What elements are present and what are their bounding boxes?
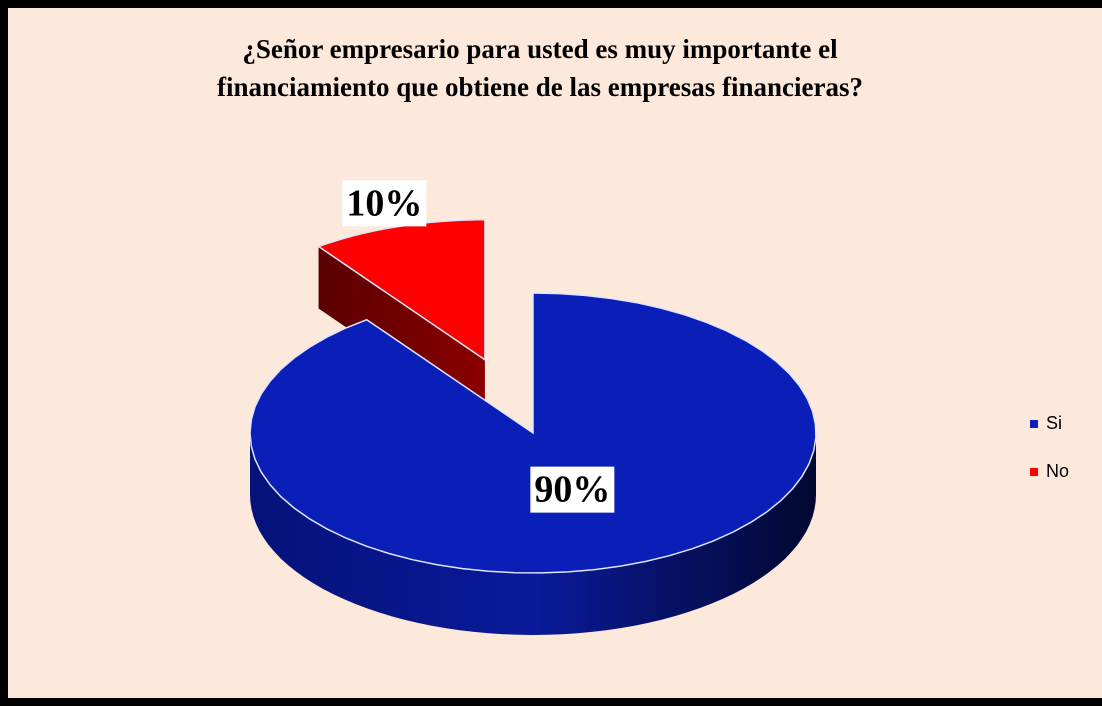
chart-title: financiamiento que obtiene de las empres…	[217, 72, 863, 102]
data-label: 10%	[346, 182, 422, 224]
pie-slice	[316, 219, 486, 362]
pie: 90% 10%	[249, 180, 817, 635]
legend-label: No	[1046, 461, 1069, 481]
pie-side	[250, 433, 816, 635]
legend: Si No	[1030, 413, 1069, 481]
legend-label: Si	[1046, 413, 1062, 433]
pie-slice	[249, 292, 817, 574]
data-label-box	[342, 180, 427, 227]
chart-title: ¿Señor empresario para usted es muy impo…	[242, 34, 838, 64]
data-label-box	[530, 466, 615, 513]
legend-swatch	[1030, 420, 1038, 428]
data-label: 90%	[534, 469, 610, 511]
legend-swatch	[1030, 468, 1038, 476]
